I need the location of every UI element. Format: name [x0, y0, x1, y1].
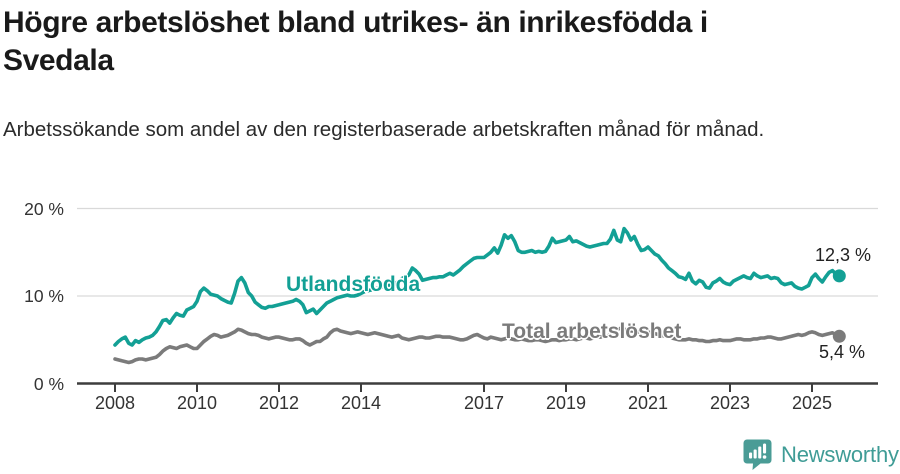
x-axis-tick-label: 2021 — [627, 393, 669, 413]
x-axis-tick-label: 2010 — [176, 393, 218, 413]
x-axis-tick-label: 2012 — [258, 393, 300, 413]
y-axis-tick-label: 0 % — [33, 373, 64, 394]
x-axis-tick-label: 2025 — [791, 393, 833, 413]
series-label-utlandsfodda: Utlandsfödda — [286, 273, 421, 296]
y-axis-tick-label: 20 % — [24, 198, 64, 219]
y-axis-tick-label: 10 % — [24, 286, 64, 306]
brand-name: Newsworthy — [781, 441, 899, 467]
end-value-label-total: 5,4 % — [819, 342, 866, 362]
series-label-total-arbetsloshet: Total arbetslöshet — [502, 320, 682, 343]
x-axis-tick-label: 2008 — [94, 393, 136, 413]
x-axis-tick-label: 2023 — [709, 393, 751, 413]
end-value-label-utlandsfodda: 12,3 % — [815, 245, 872, 265]
x-axis-tick-label: 2017 — [463, 393, 505, 413]
newsworthy-logo-icon — [743, 439, 772, 470]
brand-footer: Newsworthy — [742, 438, 899, 471]
chart-subtitle: Arbetssökande som andel av den registerb… — [3, 118, 765, 141]
x-axis-tick-label: 2019 — [545, 393, 587, 413]
x-axis-tick-label: 2014 — [340, 393, 382, 413]
page-title: Högre arbetslöshet bland utrikes- än inr… — [3, 6, 708, 77]
